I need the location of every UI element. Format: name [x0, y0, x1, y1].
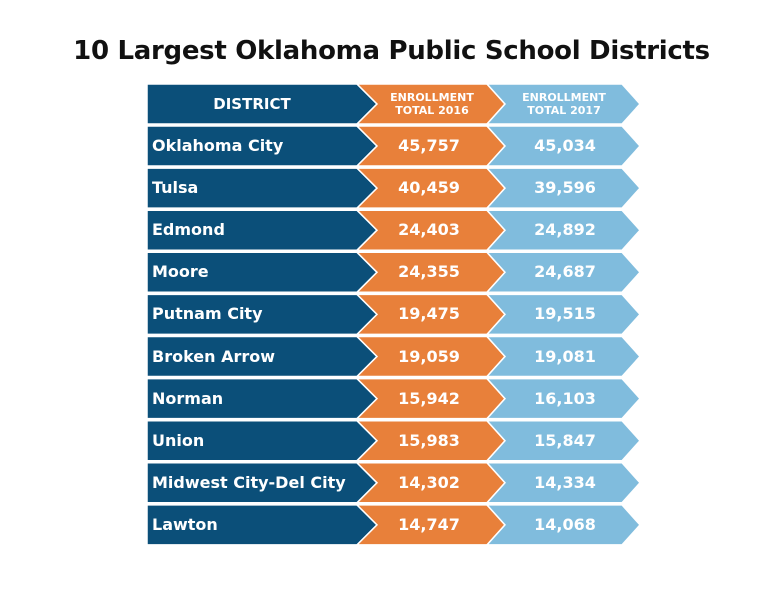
header-label-line: ENROLLMENT — [390, 91, 474, 104]
enrollment-2017: 16,103 — [534, 388, 596, 408]
row-1-2017-cell — [485, 167, 642, 209]
header-district: DISTRICT — [213, 95, 291, 113]
enrollment-2016: 14,302 — [398, 472, 460, 492]
row-9-2017-cell — [485, 504, 642, 546]
enrollment-2016: 24,355 — [398, 262, 460, 282]
enrollment-2017: 15,847 — [534, 430, 596, 450]
row-6-2017-cell — [485, 377, 642, 420]
district-name: Union — [152, 430, 205, 450]
enrollment-2017: 19,081 — [534, 346, 596, 366]
enrollment-2016: 19,475 — [398, 304, 460, 324]
header-2017-cell — [485, 83, 642, 125]
enrollment-2016: 45,757 — [398, 136, 460, 155]
enrollment-2017: 24,892 — [534, 220, 596, 240]
enrollment-2016: 24,403 — [398, 220, 460, 240]
enrollment-2017: 45,034 — [534, 136, 596, 155]
district-name: Tulsa — [152, 178, 199, 198]
district-name: Putnam City — [152, 304, 263, 324]
header-label-line: ENROLLMENT — [522, 91, 606, 104]
header-2017: ENROLLMENT TOTAL 2017 — [504, 84, 624, 124]
enrollment-2017: 24,687 — [534, 262, 596, 282]
enrollment-2017: 39,596 — [534, 178, 596, 198]
enrollment-2017: 14,068 — [534, 514, 596, 534]
enrollment-2017: 19,515 — [534, 304, 596, 324]
row-3-2017-cell — [485, 251, 642, 294]
enrollment-2017: 14,334 — [534, 472, 596, 492]
header-2016: ENROLLMENT TOTAL 2016 — [372, 84, 492, 124]
chart-title: 10 Largest Oklahoma Public School Distri… — [73, 36, 710, 66]
enrollment-2016: 19,059 — [398, 346, 460, 366]
enrollment-2016: 14,747 — [398, 514, 460, 534]
row-8-2017-cell — [485, 462, 642, 504]
row-4-2017-cell — [485, 293, 642, 336]
district-name: Norman — [152, 388, 224, 408]
row-7-2017-cell — [485, 419, 642, 462]
enrollment-2016: 15,983 — [398, 430, 460, 450]
enrollment-2016: 40,459 — [398, 178, 460, 198]
district-name: Oklahoma City — [152, 136, 284, 155]
row-5-2017-cell — [485, 335, 642, 378]
district-name: Edmond — [152, 220, 225, 240]
district-name: Midwest City-Del City — [152, 472, 346, 492]
district-name: Lawton — [152, 514, 218, 534]
enrollment-2016: 15,942 — [398, 388, 460, 408]
header-label-line: TOTAL 2016 — [395, 104, 469, 117]
district-name: Broken Arrow — [152, 346, 276, 366]
district-name: Moore — [152, 262, 209, 282]
row-0-2017-cell — [485, 125, 642, 167]
row-2-2017-cell — [485, 209, 642, 251]
header-label-line: TOTAL 2017 — [527, 104, 601, 117]
